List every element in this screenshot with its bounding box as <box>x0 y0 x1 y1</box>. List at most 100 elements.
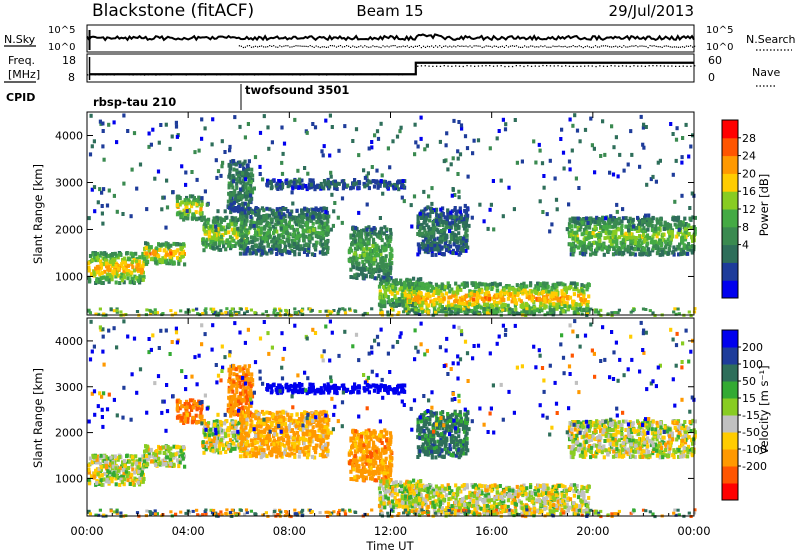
noise-search-point <box>501 45 503 47</box>
power-cell <box>429 299 433 304</box>
power-cell <box>449 237 454 242</box>
power-cell <box>380 173 384 178</box>
power-cell <box>447 249 451 254</box>
power-cell <box>652 244 656 249</box>
power-cell <box>89 113 93 118</box>
power-cell <box>238 251 243 256</box>
power-cell <box>87 261 91 266</box>
nave-point <box>481 65 483 67</box>
power-cell <box>485 286 489 291</box>
power-cell <box>380 310 384 314</box>
noise-search-point <box>645 45 647 48</box>
power-cell <box>506 296 510 301</box>
power-cell <box>219 173 223 178</box>
power-cell <box>199 203 203 208</box>
power-cell <box>447 307 451 311</box>
power-cell <box>362 181 366 186</box>
power-cell <box>132 268 137 273</box>
power-cell <box>243 210 247 215</box>
nave-point <box>208 73 210 75</box>
power-cell <box>636 247 641 252</box>
power-cell <box>621 216 625 221</box>
noise-search-point <box>437 46 439 48</box>
power-cell <box>475 311 479 315</box>
nave-point <box>367 73 369 75</box>
power-cell <box>360 255 364 260</box>
power-cell <box>268 207 272 212</box>
power-cell <box>423 283 427 287</box>
power-cell <box>140 268 144 273</box>
noise-search-point <box>669 46 671 48</box>
power-cell <box>674 312 678 316</box>
power-cell <box>532 300 536 304</box>
power-cell <box>378 289 382 294</box>
power-cell <box>98 253 102 258</box>
power-cell <box>583 298 587 303</box>
power-cell <box>232 208 236 213</box>
power-cell <box>507 185 511 190</box>
power-cell <box>174 249 178 254</box>
power-cell <box>400 181 404 186</box>
power-cell <box>378 281 383 286</box>
power-cell <box>582 244 586 248</box>
power-cell <box>228 235 233 240</box>
power-cell <box>269 217 273 222</box>
power-cell <box>240 206 244 211</box>
power-cell <box>578 251 582 256</box>
nave-point <box>542 64 544 67</box>
power-cell <box>260 245 265 250</box>
nave-point <box>238 74 241 76</box>
power-cell <box>473 281 477 286</box>
power-cell <box>617 216 621 221</box>
power-cell <box>149 311 153 315</box>
power-cell <box>495 293 499 298</box>
power-cell <box>353 178 357 182</box>
nave-point <box>413 73 415 76</box>
power-cell <box>466 304 470 309</box>
power-cell <box>631 235 635 240</box>
power-cell <box>568 242 572 247</box>
power-cell <box>112 193 116 198</box>
power-cell <box>187 208 191 212</box>
noise-search-point <box>333 45 335 47</box>
noise-search-point <box>509 45 512 47</box>
power-cell <box>391 301 396 306</box>
power-cell <box>228 195 232 200</box>
power-cell <box>394 303 398 308</box>
power-cell <box>99 262 103 267</box>
power-cell <box>183 211 187 216</box>
power-cell <box>324 118 328 123</box>
power-cell <box>274 214 279 219</box>
power-cell <box>424 215 428 220</box>
power-cell <box>161 242 165 247</box>
power-cell <box>537 309 541 314</box>
power-cell <box>269 250 273 255</box>
power-cell <box>370 273 374 278</box>
power-cell <box>616 221 620 226</box>
power-cell <box>688 206 692 210</box>
power-cell <box>172 260 176 265</box>
power-cell <box>612 247 616 251</box>
power-cell <box>279 226 283 231</box>
power-cell <box>136 263 140 267</box>
power-cell <box>681 136 685 140</box>
power-cell <box>300 209 304 214</box>
noise-search-point <box>259 45 261 47</box>
power-cell <box>441 206 445 211</box>
noise-search-point <box>376 45 378 48</box>
power-cell <box>690 250 694 255</box>
power-cell <box>254 248 258 253</box>
power-cell <box>513 290 517 295</box>
noise-search-point <box>339 45 342 47</box>
power-cell <box>629 310 633 314</box>
power-cell <box>541 297 545 302</box>
power-cell <box>264 310 268 314</box>
power-cell <box>489 202 493 207</box>
noise-search-point <box>301 45 303 47</box>
power-cell <box>97 312 101 316</box>
noise-search-point <box>309 45 311 47</box>
power-cell <box>246 202 250 207</box>
power-cell <box>229 159 233 164</box>
power-cell <box>504 285 508 290</box>
power-cell <box>301 183 306 188</box>
